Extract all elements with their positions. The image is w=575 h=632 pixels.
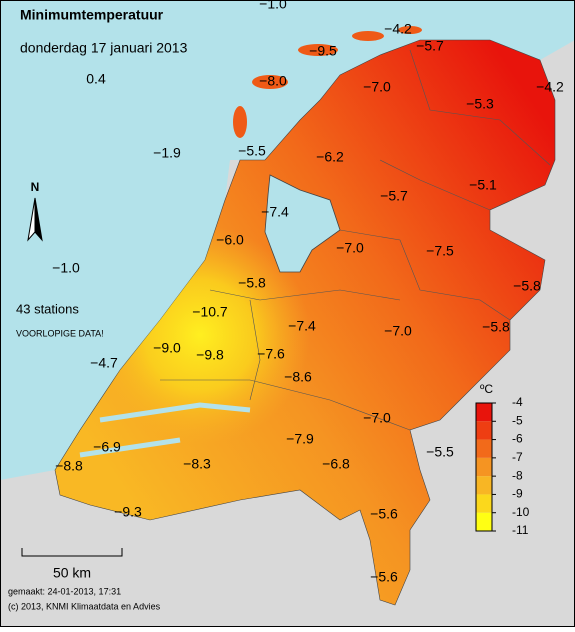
legend-tick-label: -9 [512,487,523,501]
station-value: −6.8 [322,456,350,472]
legend-tick-label: -7 [512,450,523,464]
station-value: −9.8 [196,347,224,363]
legend-tick-label: -11 [512,523,529,537]
station-value: −5.8 [513,278,541,294]
legend-tick-label: -8 [512,468,523,482]
station-value: −1.0 [259,0,287,12]
scale-bar [21,548,123,557]
station-value: −8.8 [55,458,83,474]
station-value: −5.3 [466,96,494,112]
ijsselmeer [264,174,341,273]
legend-band [476,457,492,477]
station-value: −5.8 [238,275,266,291]
copyright: (c) 2013, KNMI Klimaatdata en Advies [8,601,161,611]
legend-band [476,439,492,458]
station-value: −4.2 [384,21,412,37]
notice: VOORLOPIGE DATA! [16,328,104,338]
station-value: −6.2 [316,149,344,165]
station-value: 0.4 [86,71,106,87]
islands [233,26,422,138]
station-value: −5.7 [416,38,444,54]
station-value: −5.8 [482,319,510,335]
station-value: −7.0 [363,79,391,95]
legend-unit: ºC [480,382,493,396]
station-value: −8.6 [284,369,312,385]
station-count: 43 stations [16,301,79,316]
legend: -4 -5 -6 -7 -8 -9 -10 -11 [475,395,530,537]
station-value: −4.2 [536,79,564,95]
station-value: −7.4 [288,318,316,334]
province-borders [160,49,551,431]
legend-band [476,476,492,495]
legend-tick-label: -10 [512,505,530,519]
station-value: −8.0 [259,73,287,89]
station-value: −7.4 [261,204,289,220]
north-label: N [31,180,40,194]
station-value: −7.0 [336,240,364,256]
legend-band [476,494,492,513]
station-value: −8.3 [183,456,211,472]
station-value: −4.7 [90,355,118,371]
station-value: −7.0 [363,410,391,426]
station-value: −9.5 [309,43,337,59]
sea [0,0,575,480]
station-value: −5.1 [469,177,497,193]
station-value: −6.0 [216,232,244,248]
station-value: −5.6 [370,506,398,522]
scale-label: 50 km [53,565,91,581]
legend-tick-label: -6 [512,432,523,446]
station-value: −5.6 [370,569,398,585]
subtitle: donderdag 17 januari 2013 [20,40,188,56]
station-value: −7.9 [286,431,314,447]
legend-tick-label: -5 [512,413,523,427]
title: Minimumtemperatuur [20,7,164,23]
station-value: −5.7 [380,188,408,204]
stations: −1.0 −4.2 −9.5 −5.7 −8.0 −7.0 0.4 −5.3 −4.2 −1.9 −… [52,0,564,585]
station-value: −9.0 [153,340,181,356]
station-value: −1.9 [153,145,181,161]
rivers [79,402,251,458]
warm-area [55,40,555,605]
legend-band [476,421,492,440]
legend-band [476,403,492,422]
legend-band [476,512,492,531]
station-value: −7.5 [426,243,454,259]
station-value: −10.7 [192,304,228,320]
north-arrow-right [34,197,43,242]
station-value: −9.3 [114,504,142,520]
station-value: −7.6 [257,346,285,362]
station-value: −5.5 [238,143,266,159]
made-date: gemaakt: 24-01-2013, 17:31 [8,586,121,596]
station-value: −1.0 [52,260,80,276]
station-value: −5.5 [426,444,454,460]
station-value: −6.9 [93,439,121,455]
station-value: −7.0 [384,323,412,339]
legend-tick-label: -4 [512,395,523,409]
legend-frame [475,402,493,532]
